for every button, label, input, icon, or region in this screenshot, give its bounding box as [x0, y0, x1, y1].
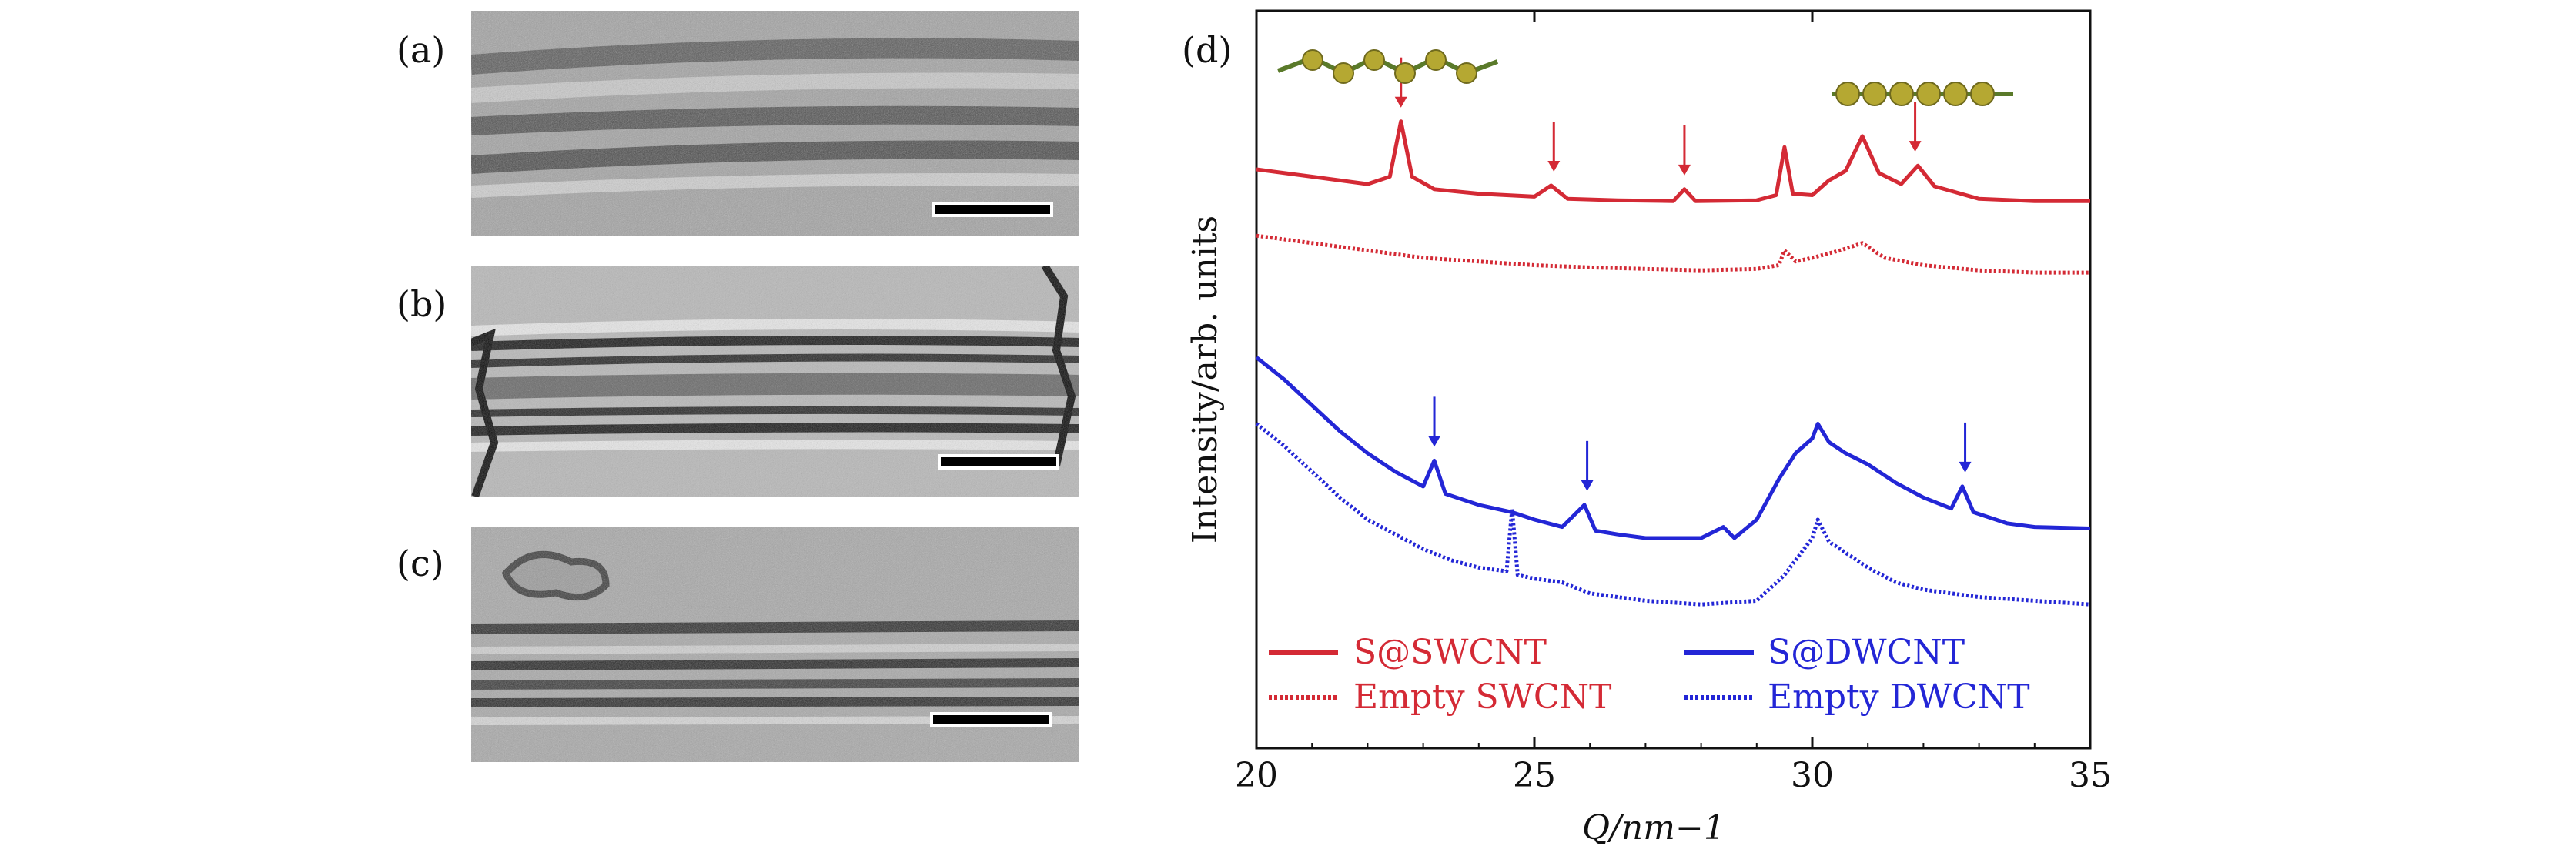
x-axis-label: Q/nm−1	[1582, 808, 1725, 848]
series-line-s-swcnt	[1256, 119, 2090, 203]
y-axis-label: Intensity/arb. units	[1186, 216, 1225, 543]
peak-arrow-head	[1581, 480, 1594, 491]
series-line-s-dwcnt	[1255, 356, 2091, 540]
tem-image-c	[471, 527, 1079, 762]
peak-arrow-head	[1678, 164, 1691, 176]
legend-label-s-swcnt: S@SWCNT	[1353, 633, 1547, 672]
linear-chain-icon	[1832, 82, 2013, 106]
peak-arrows	[1394, 57, 1972, 491]
legend-label-s-dwcnt: S@DWCNT	[1768, 633, 1965, 672]
scale-bar-a	[932, 202, 1053, 217]
series-line-empty-swcnt	[1256, 233, 2090, 275]
series-layer	[1255, 119, 2091, 607]
legend-label-empty-dwcnt: Empty DWCNT	[1768, 677, 2030, 717]
x-tick-label: 25	[1513, 756, 1556, 795]
peak-arrow-head	[1547, 161, 1561, 172]
x-tick-label: 30	[1791, 756, 1834, 795]
peak-arrow-head	[1959, 461, 1972, 473]
peak-arrow-head	[1428, 436, 1441, 447]
panel-label-a: (a)	[396, 29, 446, 71]
legend-label-empty-swcnt: Empty SWCNT	[1353, 677, 1611, 717]
peak-arrow-head	[1394, 96, 1407, 108]
x-axis-ticks: 20 25 30 35	[1235, 11, 2112, 795]
zigzag-chain-icon	[1276, 49, 1499, 84]
plot-frame	[1255, 9, 2092, 750]
legend: S@SWCNT Empty SWCNT S@DWCNT Empty DWCNT	[1269, 633, 2030, 717]
x-tick-label: 35	[2069, 756, 2112, 795]
panel-label-d: (d)	[1182, 29, 1233, 71]
panel-label-c: (c)	[396, 543, 444, 584]
panel-label-b: (b)	[396, 283, 447, 325]
x-tick-label: 20	[1235, 756, 1278, 795]
scale-bar-c	[930, 712, 1052, 727]
tem-image-a	[471, 11, 1079, 236]
scale-bar-b	[938, 454, 1059, 470]
peak-arrow-head	[1909, 141, 1922, 152]
series-line-empty-dwcnt	[1255, 422, 2091, 607]
